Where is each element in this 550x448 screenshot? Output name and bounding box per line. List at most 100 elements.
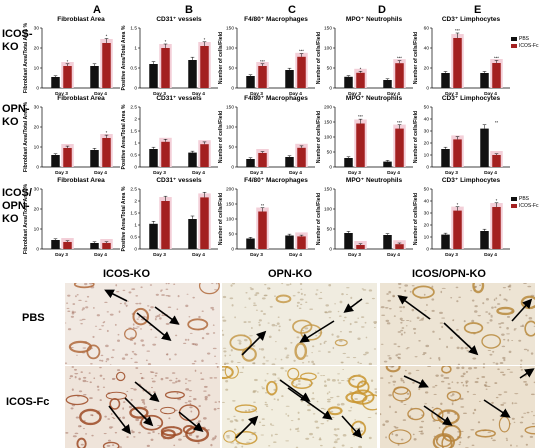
cell-nucleus — [424, 403, 428, 405]
stained-vessel — [222, 366, 234, 380]
cell-nucleus — [128, 405, 133, 409]
cell-nucleus — [392, 294, 396, 298]
cell-nucleus — [273, 398, 276, 400]
bar-icos-fc — [492, 63, 501, 88]
cell-nucleus — [280, 358, 283, 361]
cell-nucleus — [348, 410, 352, 412]
cell-nucleus — [297, 291, 300, 294]
arrow-indicator — [104, 289, 128, 302]
arrow-indicator — [134, 381, 160, 403]
cell-nucleus — [497, 368, 500, 371]
arrow-indicator — [519, 368, 535, 379]
x-tick-label: Day 3 — [153, 252, 166, 258]
cell-nucleus — [365, 336, 368, 339]
cell-nucleus — [264, 392, 268, 394]
cell-nucleus — [361, 379, 364, 381]
cell-nucleus — [380, 377, 384, 379]
cell-nucleus — [82, 379, 87, 383]
bar-icos-fc — [161, 201, 170, 249]
cell-nucleus — [393, 343, 397, 345]
cell-nucleus — [265, 360, 269, 362]
cell-nucleus — [140, 286, 143, 289]
cell-nucleus — [99, 366, 102, 369]
cell-nucleus — [498, 322, 502, 325]
stained-vessel — [160, 406, 176, 415]
significance-marker: ** — [261, 203, 265, 208]
x-tick-label: Day 3 — [445, 252, 458, 258]
cell-nucleus — [70, 407, 74, 410]
cell-nucleus — [153, 408, 158, 410]
cell-nucleus — [368, 436, 372, 440]
bar-icos-fc — [258, 211, 267, 249]
cell-nucleus — [508, 288, 511, 291]
cell-nucleus — [284, 370, 288, 372]
cell-nucleus — [150, 386, 154, 389]
legend-entry: ICOS-Fc — [511, 203, 538, 210]
cell-nucleus — [474, 305, 478, 308]
cell-nucleus — [520, 435, 524, 438]
cell-nucleus — [495, 396, 499, 399]
cell-nucleus — [177, 379, 181, 383]
cell-nucleus — [130, 357, 133, 360]
cell-nucleus — [84, 300, 88, 302]
cell-nucleus — [457, 363, 461, 365]
cell-nucleus — [82, 376, 87, 379]
cell-nucleus — [78, 299, 82, 302]
cell-nucleus — [328, 317, 332, 319]
cell-nucleus — [212, 347, 217, 350]
cell-nucleus — [490, 314, 493, 317]
cell-nucleus — [491, 306, 494, 309]
cell-nucleus — [289, 428, 292, 431]
cell-nucleus — [133, 436, 136, 438]
stained-vessel — [392, 386, 412, 402]
cell-nucleus — [456, 346, 460, 350]
cell-nucleus — [332, 346, 335, 350]
cell-nucleus — [253, 302, 256, 304]
cell-nucleus — [441, 287, 446, 289]
stained-vessel — [140, 414, 164, 431]
cell-nucleus — [99, 359, 102, 362]
cell-nucleus — [72, 303, 76, 305]
stained-vessel — [68, 340, 92, 353]
cell-nucleus — [485, 388, 488, 390]
y-tick-label: 200 — [226, 187, 234, 193]
y-axis-label: Positive Area/Total Area % — [121, 104, 127, 169]
cell-nucleus — [506, 333, 510, 335]
cell-nucleus — [238, 340, 242, 342]
cell-nucleus — [104, 415, 107, 418]
cell-nucleus — [381, 314, 386, 316]
cell-nucleus — [122, 407, 125, 410]
row-label-line: OPN- — [2, 200, 30, 212]
cell-nucleus — [387, 382, 391, 384]
x-tick-label: Day 3 — [153, 91, 166, 97]
cell-nucleus — [193, 360, 197, 363]
cell-nucleus — [468, 367, 473, 370]
cell-nucleus — [530, 352, 534, 355]
cell-nucleus — [237, 361, 241, 363]
cell-nucleus — [213, 408, 217, 411]
cell-nucleus — [271, 363, 276, 365]
cell-nucleus — [143, 402, 146, 405]
bar-pbs — [246, 159, 255, 167]
y-tick-label: 50 — [229, 66, 235, 72]
arrow-indicator — [423, 405, 453, 426]
cell-nucleus — [304, 327, 309, 330]
cell-nucleus — [397, 356, 400, 359]
cell-nucleus — [374, 326, 376, 329]
legend-entry: PBS — [511, 196, 538, 203]
cell-nucleus — [473, 366, 478, 369]
cell-nucleus — [405, 325, 408, 327]
stained-vessel — [234, 404, 258, 414]
cell-nucleus — [482, 363, 486, 365]
cell-nucleus — [103, 433, 107, 435]
cell-nucleus — [400, 401, 404, 403]
row-label-line: KO — [2, 116, 19, 128]
cell-nucleus — [71, 310, 75, 314]
cell-nucleus — [89, 283, 93, 285]
cell-nucleus — [117, 339, 120, 342]
column-letter-c: C — [288, 4, 296, 16]
cell-nucleus — [264, 401, 267, 404]
cell-nucleus — [93, 306, 95, 309]
cell-nucleus — [500, 403, 505, 406]
y-tick-label: 0 — [426, 86, 429, 92]
